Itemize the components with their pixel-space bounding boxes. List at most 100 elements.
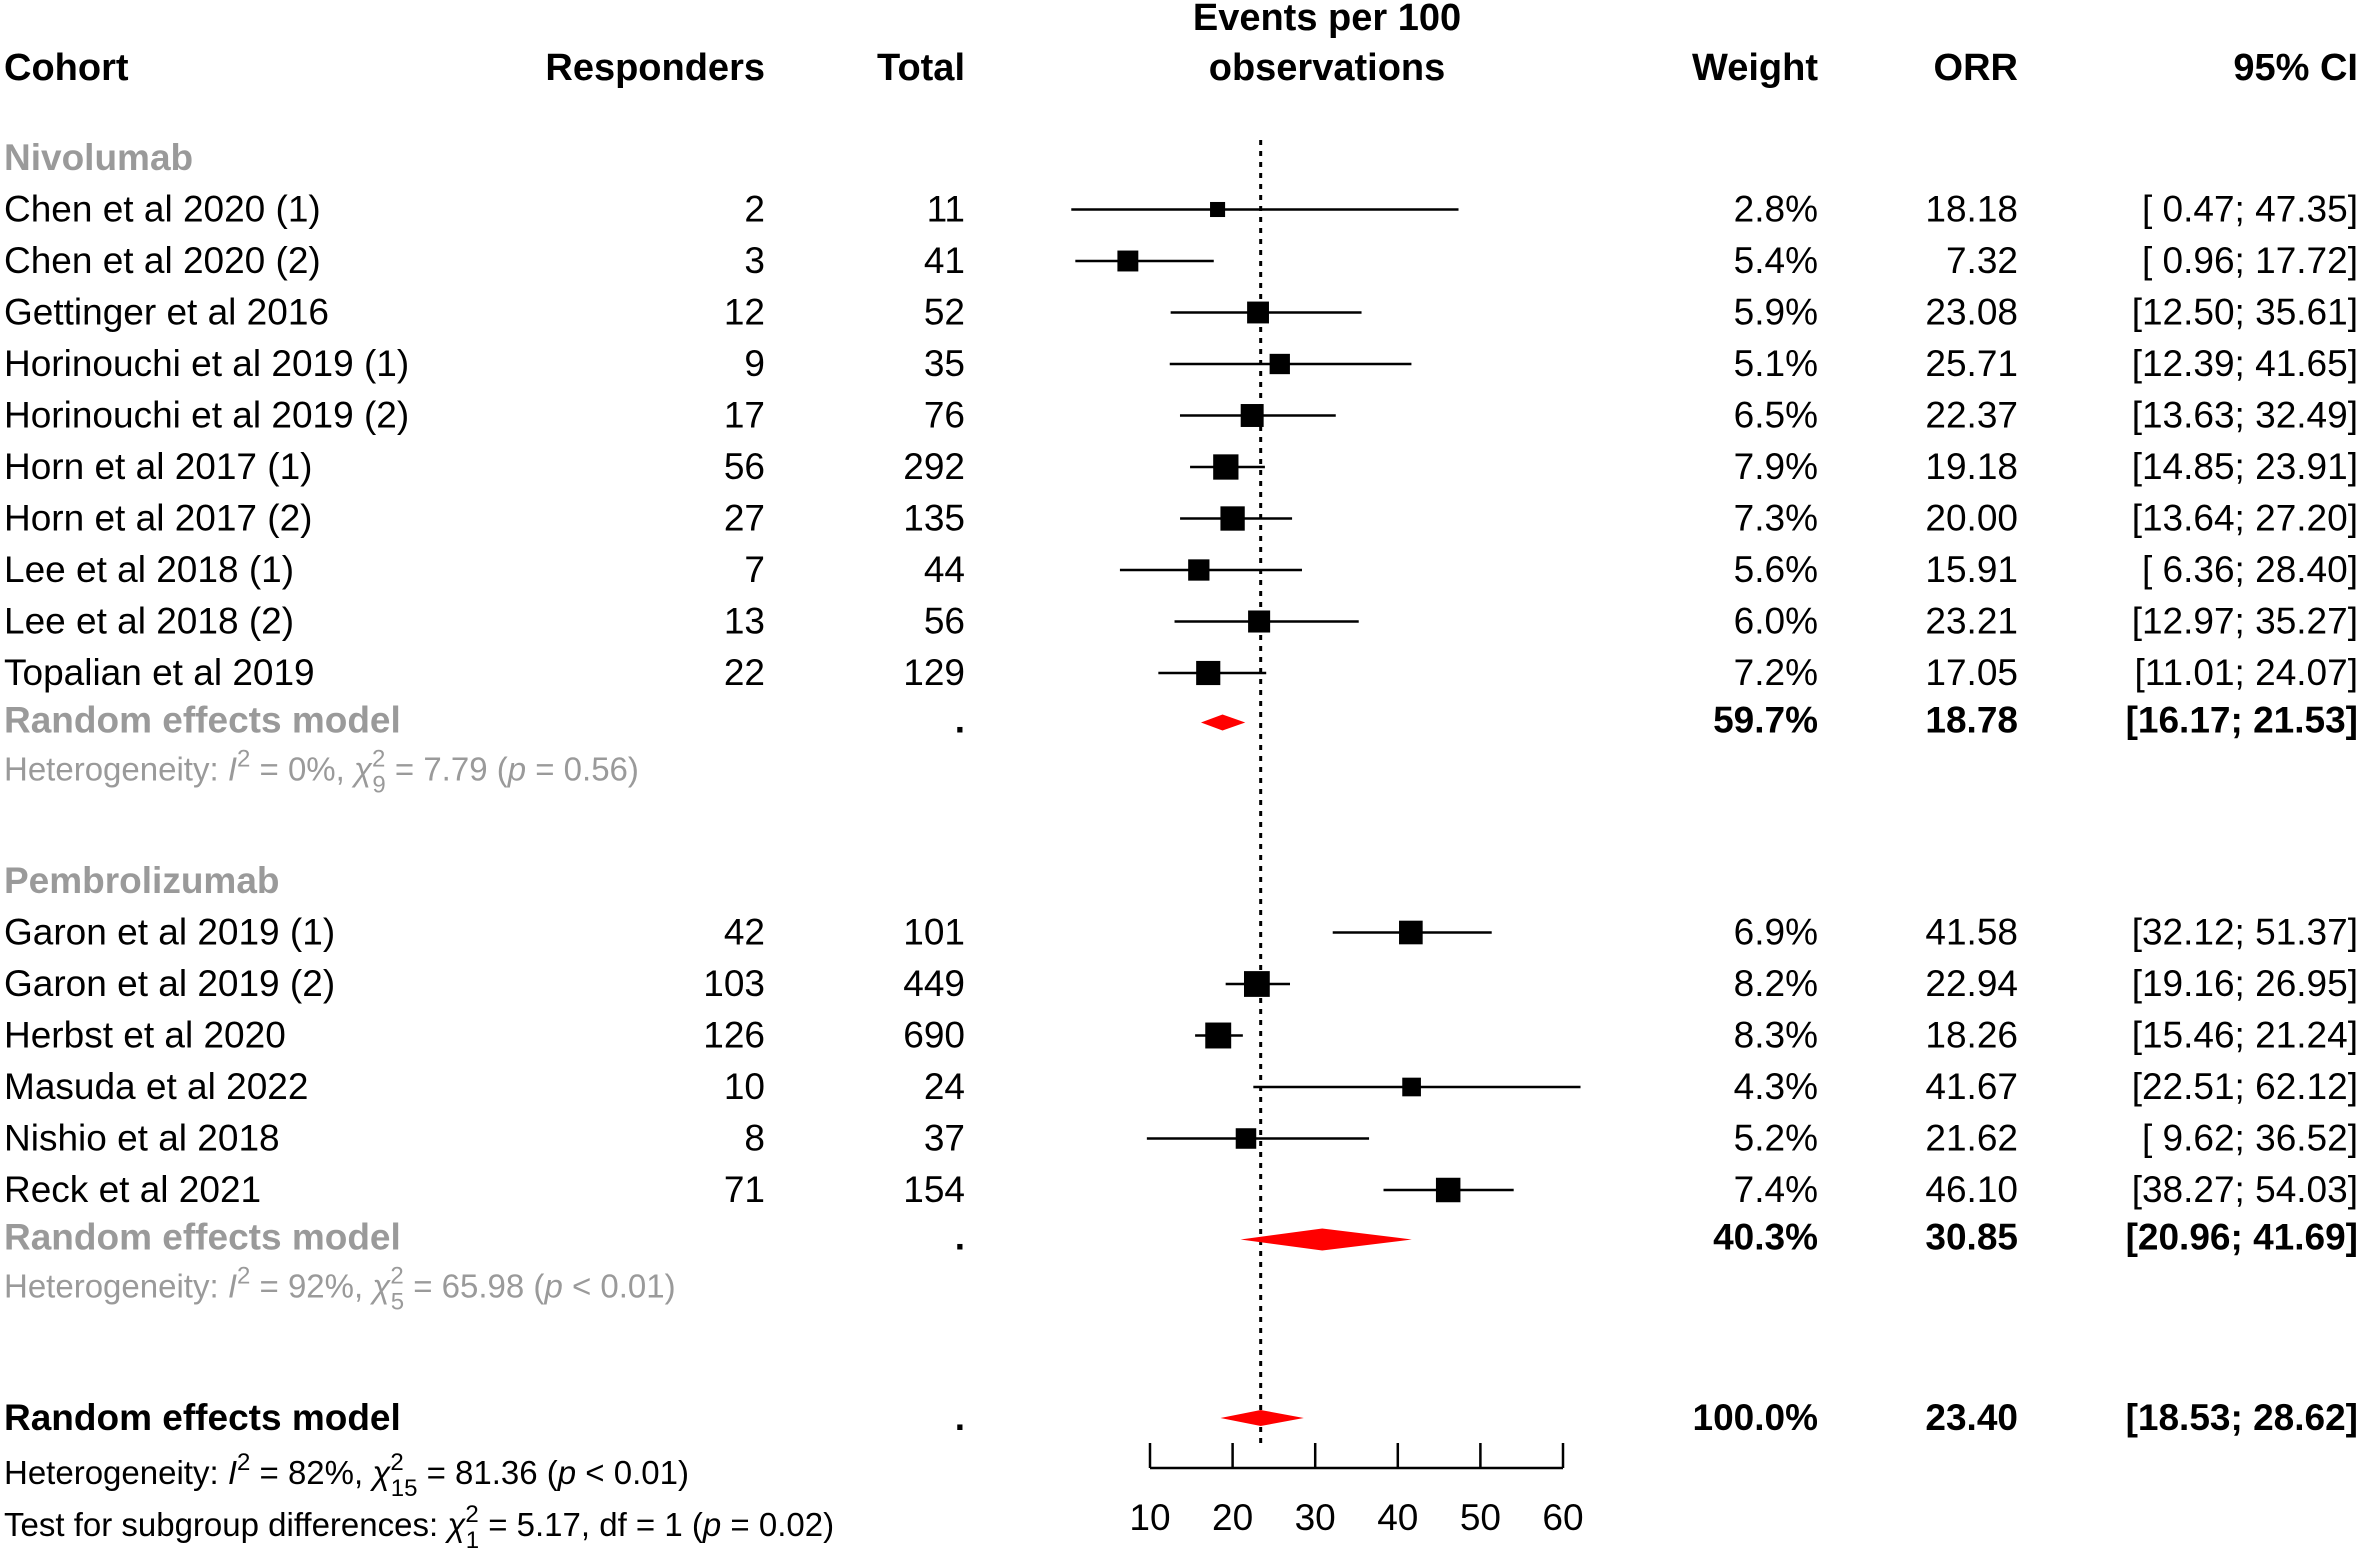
- study-row-1-6-cohort: Horn et al 2017 (1): [4, 446, 313, 487]
- study-row-2-5-responders: 8: [744, 1118, 765, 1159]
- study-row-2-1-estimate-box: [1399, 920, 1423, 945]
- study-row-2-3-weight: 8.3%: [1734, 1015, 1818, 1056]
- header-total: Total: [877, 47, 965, 89]
- x-axis: 10 20 30 40 50 60: [1129, 1443, 1584, 1538]
- study-row-2-5-weight: 5.2%: [1734, 1118, 1818, 1159]
- study-row-1-3-responders: 12: [724, 292, 765, 333]
- group-1-model-ci: [16.17; 21.53]: [2126, 700, 2358, 741]
- study-row-1-2-total: 41: [924, 240, 965, 281]
- study-row-1-9-cohort: Lee et al 2018 (2): [4, 601, 294, 642]
- study-row-1-3-total: 52: [924, 292, 965, 333]
- study-row-1-8-orr: 15.91: [1925, 549, 2018, 590]
- study-row-1-2-estimate-box: [1117, 250, 1139, 272]
- study-row-2-5-estimate-box: [1235, 1128, 1257, 1149]
- study-row-2-4-total: 24: [924, 1066, 965, 1107]
- study-row-2-2-weight: 8.2%: [1734, 963, 1818, 1004]
- study-row-2-1-orr: 41.58: [1925, 912, 2018, 953]
- study-row-1-7-orr: 20.00: [1925, 498, 2018, 539]
- study-row-1-6-estimate-box: [1213, 454, 1239, 480]
- column-headers: Cohort Responders Total Events per 100 o…: [4, 0, 2358, 89]
- x-tick-label-60: 60: [1542, 1497, 1583, 1538]
- study-row-1-1-responders: 2: [744, 189, 765, 230]
- forest-rows: Nivolumab Chen et al 2020 (1) 2 11 2.8% 18.18…: [4, 137, 2358, 1550]
- study-row-1-10-orr: 17.05: [1925, 652, 2018, 693]
- study-row-1-10-total: 129: [903, 652, 965, 693]
- study-row-1-9-responders: 13: [724, 601, 765, 642]
- study-row-1-6-ci: [14.85; 23.91]: [2132, 446, 2358, 487]
- header-events-line2: observations: [1209, 47, 1446, 89]
- study-row-1-5-total: 76: [924, 395, 965, 436]
- study-row-2-4-estimate-box: [1402, 1077, 1421, 1097]
- overall-model-total: .: [955, 1397, 965, 1438]
- study-row-2-4-orr: 41.67: [1925, 1066, 2018, 1107]
- study-row-1-1-weight: 2.8%: [1734, 189, 1818, 230]
- study-row-2-4-ci: [22.51; 62.12]: [2132, 1066, 2358, 1107]
- study-row-1-9-ci: [12.97; 35.27]: [2132, 601, 2358, 642]
- header-ci: 95% CI: [2233, 47, 2358, 89]
- study-row-2-3-responders: 126: [703, 1015, 765, 1056]
- study-row-2-1-cohort: Garon et al 2019 (1): [4, 912, 335, 953]
- study-row-1-3-estimate-box: [1247, 301, 1269, 324]
- header-responders: Responders: [545, 47, 765, 89]
- group-1-model-orr: 18.78: [1925, 700, 2018, 741]
- group-1-model-total: .: [955, 700, 965, 741]
- study-row-1-2-responders: 3: [744, 240, 765, 281]
- study-row-1-8-weight: 5.6%: [1734, 549, 1818, 590]
- study-row-1-5-orr: 22.37: [1925, 395, 2018, 436]
- study-row-2-6-responders: 71: [724, 1169, 765, 1210]
- study-row-1-6-responders: 56: [724, 446, 765, 487]
- study-row-1-1-orr: 18.18: [1925, 189, 2018, 230]
- study-row-1-9-weight: 6.0%: [1734, 601, 1818, 642]
- study-row-1-5-responders: 17: [724, 395, 765, 436]
- study-row-2-3-total: 690: [903, 1015, 965, 1056]
- overall-heterogeneity: Heterogeneity: I2 = 82%, χ2 15 = 81.36 (p…: [4, 1449, 689, 1502]
- study-row-1-6-total: 292: [903, 446, 965, 487]
- group-label-2: Pembrolizumab: [4, 860, 280, 901]
- study-row-2-3-cohort: Herbst et al 2020: [4, 1015, 286, 1056]
- study-row-2-6-weight: 7.4%: [1734, 1169, 1818, 1210]
- x-tick-label-30: 30: [1295, 1497, 1336, 1538]
- study-row-2-2-total: 449: [903, 963, 965, 1004]
- study-row-1-6-weight: 7.9%: [1734, 446, 1818, 487]
- study-row-1-5-ci: [13.63; 32.49]: [2132, 395, 2358, 436]
- study-row-2-2-responders: 103: [703, 963, 765, 1004]
- study-row-2-1-responders: 42: [724, 912, 765, 953]
- study-row-2-4-cohort: Masuda et al 2022: [4, 1066, 308, 1107]
- study-row-1-10-responders: 22: [724, 652, 765, 693]
- study-row-2-6-ci: [38.27; 54.03]: [2132, 1169, 2358, 1210]
- study-row-1-7-estimate-box: [1220, 506, 1245, 531]
- study-row-2-5-ci: [ 9.62; 36.52]: [2142, 1118, 2358, 1159]
- study-row-1-3-ci: [12.50; 35.61]: [2132, 292, 2358, 333]
- x-tick-label-20: 20: [1212, 1497, 1253, 1538]
- overall-model-weight: 100.0%: [1693, 1397, 1819, 1438]
- study-row-1-9-total: 56: [924, 601, 965, 642]
- group-2-heterogeneity: Heterogeneity: I2 = 92%, χ2 5 = 65.98 (p …: [4, 1263, 676, 1316]
- study-row-2-1-weight: 6.9%: [1734, 912, 1818, 953]
- study-row-1-1-estimate-box: [1210, 201, 1226, 218]
- group-1-model-weight: 59.7%: [1713, 700, 1818, 741]
- study-row-1-4-estimate-box: [1269, 353, 1290, 375]
- study-row-2-5-cohort: Nishio et al 2018: [4, 1118, 280, 1159]
- study-row-1-8-estimate-box: [1188, 559, 1210, 581]
- study-row-2-5-orr: 21.62: [1925, 1118, 2018, 1159]
- study-row-1-2-orr: 7.32: [1946, 240, 2018, 281]
- group-2-model-weight: 40.3%: [1713, 1217, 1818, 1258]
- study-row-1-8-total: 44: [924, 549, 965, 590]
- study-row-2-2-cohort: Garon et al 2019 (2): [4, 963, 335, 1004]
- study-row-1-3-weight: 5.9%: [1734, 292, 1818, 333]
- group-2-model-orr: 30.85: [1925, 1217, 2018, 1258]
- study-row-2-4-weight: 4.3%: [1734, 1066, 1818, 1107]
- study-row-1-1-cohort: Chen et al 2020 (1): [4, 189, 321, 230]
- overall-model-ci: [18.53; 28.62]: [2126, 1397, 2358, 1438]
- study-row-1-4-total: 35: [924, 343, 965, 384]
- header-weight: Weight: [1692, 47, 1818, 89]
- study-row-1-7-weight: 7.3%: [1734, 498, 1818, 539]
- study-row-1-2-ci: [ 0.96; 17.72]: [2142, 240, 2358, 281]
- study-row-1-8-responders: 7: [744, 549, 765, 590]
- study-row-2-2-ci: [19.16; 26.95]: [2132, 963, 2358, 1004]
- study-row-2-4-responders: 10: [724, 1066, 765, 1107]
- study-row-1-10-ci: [11.01; 24.07]: [2134, 652, 2358, 693]
- overall-model-orr: 23.40: [1925, 1397, 2018, 1438]
- study-row-1-9-estimate-box: [1248, 610, 1271, 633]
- study-row-2-3-estimate-box: [1205, 1022, 1232, 1049]
